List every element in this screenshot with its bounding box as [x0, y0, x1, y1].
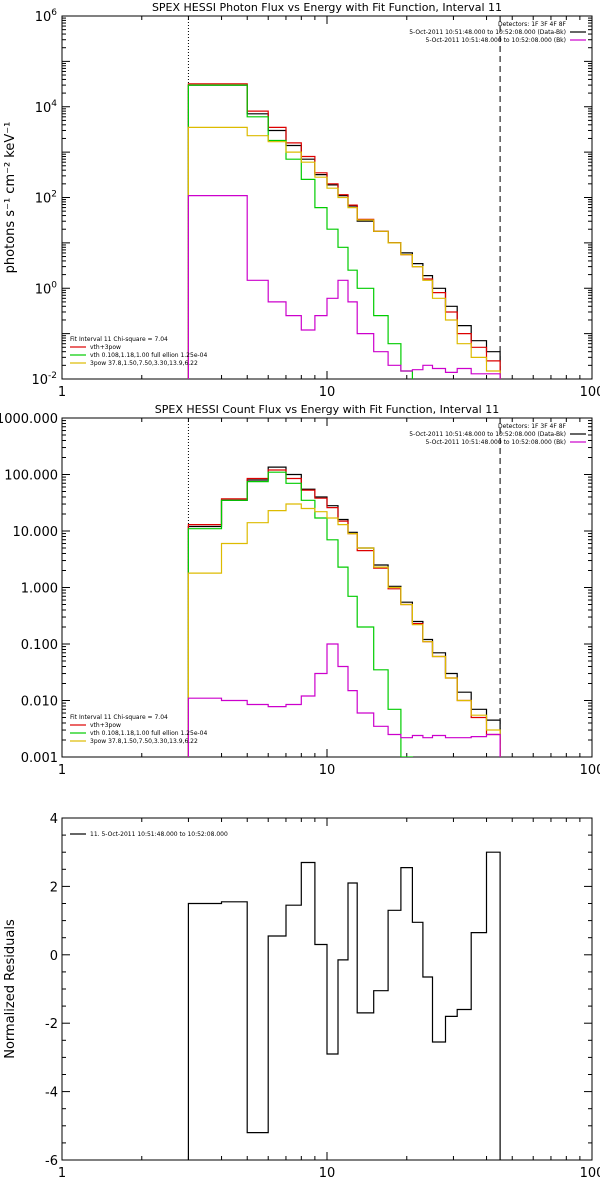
y-tick-label: 106	[35, 8, 58, 25]
series-11-5-oct-2011-10-51-48-000-to-10-52-08-000	[187, 851, 501, 1160]
x-tick-label: 100	[580, 763, 600, 778]
x-tick-label: 10	[319, 1166, 336, 1181]
series-group	[187, 83, 501, 379]
y-tick-base: 10	[31, 373, 48, 388]
x-tick-label: 1	[58, 385, 66, 400]
y-tick-label: 100	[35, 280, 58, 297]
series-vth	[187, 471, 413, 757]
photon-flux-y-label: photons s⁻¹ cm⁻² keV⁻¹	[3, 122, 18, 274]
y-tick-label: 102	[35, 190, 57, 207]
residuals-panel: Normalized Residuals 1 10 100 -6 -4 -2 0 2 4 11. …	[3, 812, 600, 1181]
y-tick-exponent: 0	[51, 280, 57, 290]
legend-text: 3pow 37.8,1.50,7.50,3.30,13.9,6.22	[90, 360, 198, 367]
count-flux-title: SPEX HESSI Count Flux vs Energy with Fit…	[155, 403, 499, 416]
legend-text: 5-Oct-2011 10:51:48.000 to 10:52:08.000 …	[426, 439, 567, 446]
y-tick-exponent: -2	[48, 371, 57, 381]
series-bk	[187, 195, 501, 379]
y-tick-label: 0.010	[21, 695, 58, 710]
y-tick-label: -4	[45, 1086, 58, 1101]
x-tick-label: 10	[319, 385, 336, 400]
count-flux-panel: SPEX HESSI Count Flux vs Energy with Fit…	[0, 403, 600, 778]
x-tick-label: 1	[58, 763, 66, 778]
legend-text: vth 0.108,1.18,1.00 full ellion 1.25e-04	[90, 352, 207, 359]
y-tick-label: 0	[50, 949, 58, 964]
y-tick-exponent: 2	[51, 190, 57, 200]
legend-text: Fit Interval 11 Chi-square = 7.04	[70, 714, 168, 721]
y-tick-base: 10	[35, 10, 52, 25]
legend-text: 11. 5-Oct-2011 10:51:48.000 to 10:52:08.…	[90, 831, 228, 838]
x-tick-label: 100	[580, 1166, 600, 1181]
y-tick-label: 0.100	[21, 638, 58, 653]
series-3pow	[187, 503, 501, 757]
plot-frame	[61, 417, 593, 758]
photon-flux-title: SPEX HESSI Photon Flux vs Energy with Fi…	[152, 1, 502, 14]
legend-text: vth 0.108,1.18,1.00 full ellion 1.25e-04	[90, 730, 207, 737]
legend-text: 5-Oct-2011 10:51:48.000 to 10:52:08.000 …	[409, 29, 566, 36]
y-tick-label: 0.001	[21, 751, 58, 766]
series-bk	[187, 643, 501, 757]
legend-text: Detectors: 1F 3F 4F 8F	[498, 21, 567, 28]
legend-text: Detectors: 1F 3F 4F 8F	[498, 423, 567, 430]
y-tick-exponent: 6	[51, 8, 57, 18]
y-tick-label: 1.000	[21, 582, 58, 597]
y-tick-label: -2	[45, 1017, 58, 1032]
series-group	[187, 466, 501, 757]
legend-text: Fit Interval 11 Chi-square = 7.04	[70, 336, 168, 343]
y-tick-base: 10	[35, 101, 52, 116]
y-tick-label: 4	[50, 812, 58, 827]
legend-text: 5-Oct-2011 10:51:48.000 to 10:52:08.000 …	[426, 37, 567, 44]
series-vth	[187, 84, 413, 379]
x-tick-label: 100	[580, 385, 600, 400]
x-tick-label: 10	[319, 763, 336, 778]
y-tick-label: 104	[35, 99, 58, 116]
y-tick-label: 2	[50, 880, 58, 895]
y-tick-base: 10	[35, 282, 52, 297]
legend-text: vth+3pow	[90, 722, 121, 729]
series-data-bk	[187, 466, 501, 757]
y-tick-label: 1000.000	[0, 412, 58, 427]
series-group	[187, 851, 501, 1160]
legend-text: 5-Oct-2011 10:51:48.000 to 10:52:08.000 …	[409, 431, 566, 438]
series-vth-3pow	[187, 469, 501, 757]
series-3pow	[187, 126, 501, 379]
y-tick-base: 10	[35, 192, 52, 207]
y-tick-label: 100.000	[4, 469, 58, 484]
residuals-y-label: Normalized Residuals	[3, 919, 18, 1059]
legend-text: 3pow 37.8,1.50,7.50,3.30,13.9,6.22	[90, 738, 198, 745]
plot-frame	[61, 15, 593, 380]
y-tick-label: 10-2	[31, 371, 57, 388]
series-vth-3pow	[187, 83, 501, 379]
x-tick-label: 1	[58, 1166, 66, 1181]
photon-flux-panel: SPEX HESSI Photon Flux vs Energy with Fi…	[3, 1, 600, 400]
y-tick-exponent: 4	[51, 99, 57, 109]
y-tick-label: -6	[45, 1154, 58, 1169]
legend-text: vth+3pow	[90, 344, 121, 351]
y-tick-label: 10.000	[13, 525, 59, 540]
